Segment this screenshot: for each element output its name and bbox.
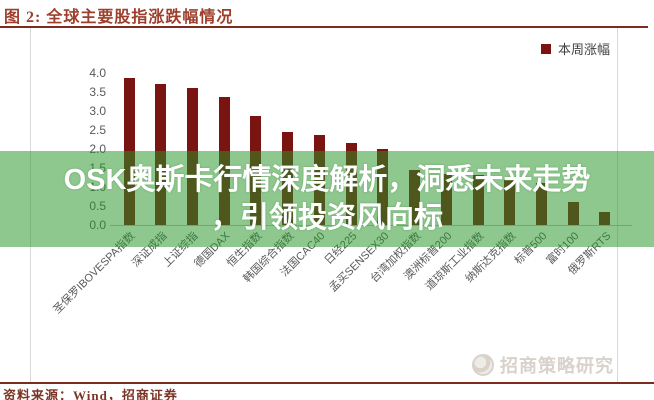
bottom-rule [0, 382, 654, 384]
overlay-text-line1: OSK奥斯卡行情深度解析，洞悉未来走势 [63, 164, 591, 196]
figure-title: 图 2: 全球主要股指涨跌幅情况 [4, 9, 234, 26]
source-note: 资料来源：Wind，招商证券 [3, 388, 178, 400]
y-axis-tick-label: 2.5 [89, 122, 106, 137]
legend-swatch [540, 43, 551, 54]
overlay-banner: OSK奥斯卡行情深度解析，洞悉未来走势 ，引领投资风向标 [0, 151, 654, 247]
y-axis-tick-label: 3.5 [89, 84, 106, 99]
overlay-text-line2: ，引领投资风向标 [210, 202, 443, 234]
legend-label: 本周涨幅 [557, 42, 610, 57]
chart-legend: 本周涨幅 [540, 39, 610, 58]
brand-logo-icon [472, 354, 494, 376]
watermark: 招商策略研究 [472, 352, 614, 378]
y-axis-tick-label: 4.0 [89, 65, 106, 80]
y-axis-tick-label: 3.0 [89, 103, 106, 118]
title-rule [0, 26, 648, 28]
watermark-label: 招商策略研究 [500, 356, 614, 376]
